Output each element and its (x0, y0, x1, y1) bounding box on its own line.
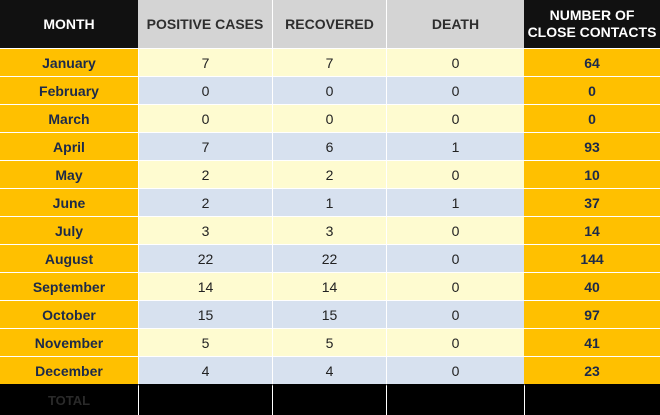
total-close-contacts-cell (524, 384, 660, 415)
header-death: DEATH (386, 0, 524, 48)
recovered-cell: 3 (272, 216, 386, 244)
positive-cell: 0 (138, 104, 272, 132)
recovered-cell: 4 (272, 356, 386, 384)
death-cell: 0 (386, 48, 524, 76)
positive-cell: 3 (138, 216, 272, 244)
recovered-cell: 1 (272, 188, 386, 216)
table-row: April 7 6 1 93 (0, 132, 660, 160)
month-cell: August (0, 244, 138, 272)
positive-cell: 7 (138, 48, 272, 76)
recovered-cell: 0 (272, 76, 386, 104)
table-row: July 3 3 0 14 (0, 216, 660, 244)
table-row: October 15 15 0 97 (0, 300, 660, 328)
close-contacts-cell: 41 (524, 328, 660, 356)
month-cell: April (0, 132, 138, 160)
table-body: January 7 7 0 64 February 0 0 0 0 March … (0, 48, 660, 415)
month-cell: October (0, 300, 138, 328)
close-contacts-cell: 10 (524, 160, 660, 188)
death-cell: 0 (386, 356, 524, 384)
death-cell: 0 (386, 328, 524, 356)
death-cell: 0 (386, 76, 524, 104)
positive-cell: 2 (138, 160, 272, 188)
table-row: November 5 5 0 41 (0, 328, 660, 356)
recovered-cell: 0 (272, 104, 386, 132)
total-death-cell (386, 384, 524, 415)
total-recovered-cell (272, 384, 386, 415)
month-cell: September (0, 272, 138, 300)
month-cell: January (0, 48, 138, 76)
death-cell: 0 (386, 160, 524, 188)
positive-cell: 0 (138, 76, 272, 104)
header-positive-cases: POSITIVE CASES (138, 0, 272, 48)
death-cell: 0 (386, 272, 524, 300)
total-row: TOTAL (0, 384, 660, 415)
positive-cell: 7 (138, 132, 272, 160)
header-close-contacts: NUMBER OF CLOSE CONTACTS (524, 0, 660, 48)
close-contacts-cell: 0 (524, 104, 660, 132)
table-row: December 4 4 0 23 (0, 356, 660, 384)
close-contacts-cell: 93 (524, 132, 660, 160)
header-close-contacts-line2: CLOSE CONTACTS (527, 24, 657, 40)
death-cell: 0 (386, 216, 524, 244)
positive-cell: 2 (138, 188, 272, 216)
header-close-contacts-line1: NUMBER OF (549, 7, 635, 23)
recovered-cell: 7 (272, 48, 386, 76)
table-row: May 2 2 0 10 (0, 160, 660, 188)
positive-cell: 4 (138, 356, 272, 384)
positive-cell: 5 (138, 328, 272, 356)
table-row: February 0 0 0 0 (0, 76, 660, 104)
total-positive-cell (138, 384, 272, 415)
header-row: MONTH POSITIVE CASES RECOVERED DEATH NUM… (0, 0, 660, 48)
recovered-cell: 2 (272, 160, 386, 188)
recovered-cell: 5 (272, 328, 386, 356)
close-contacts-cell: 0 (524, 76, 660, 104)
death-cell: 1 (386, 188, 524, 216)
death-cell: 0 (386, 300, 524, 328)
header-recovered: RECOVERED (272, 0, 386, 48)
close-contacts-cell: 144 (524, 244, 660, 272)
header-month: MONTH (0, 0, 138, 48)
death-cell: 0 (386, 244, 524, 272)
month-cell: March (0, 104, 138, 132)
positive-cell: 22 (138, 244, 272, 272)
close-contacts-cell: 37 (524, 188, 660, 216)
table-row: August 22 22 0 144 (0, 244, 660, 272)
table-row: January 7 7 0 64 (0, 48, 660, 76)
month-cell: December (0, 356, 138, 384)
table-row: March 0 0 0 0 (0, 104, 660, 132)
table-row: June 2 1 1 37 (0, 188, 660, 216)
month-cell: June (0, 188, 138, 216)
close-contacts-cell: 14 (524, 216, 660, 244)
recovered-cell: 22 (272, 244, 386, 272)
total-label: TOTAL (0, 384, 138, 415)
close-contacts-cell: 64 (524, 48, 660, 76)
positive-cell: 14 (138, 272, 272, 300)
month-cell: November (0, 328, 138, 356)
table-row: September 14 14 0 40 (0, 272, 660, 300)
positive-cell: 15 (138, 300, 272, 328)
month-cell: July (0, 216, 138, 244)
close-contacts-cell: 97 (524, 300, 660, 328)
recovered-cell: 6 (272, 132, 386, 160)
close-contacts-cell: 40 (524, 272, 660, 300)
month-cell: February (0, 76, 138, 104)
recovered-cell: 14 (272, 272, 386, 300)
death-cell: 1 (386, 132, 524, 160)
death-cell: 0 (386, 104, 524, 132)
recovered-cell: 15 (272, 300, 386, 328)
month-cell: May (0, 160, 138, 188)
close-contacts-cell: 23 (524, 356, 660, 384)
